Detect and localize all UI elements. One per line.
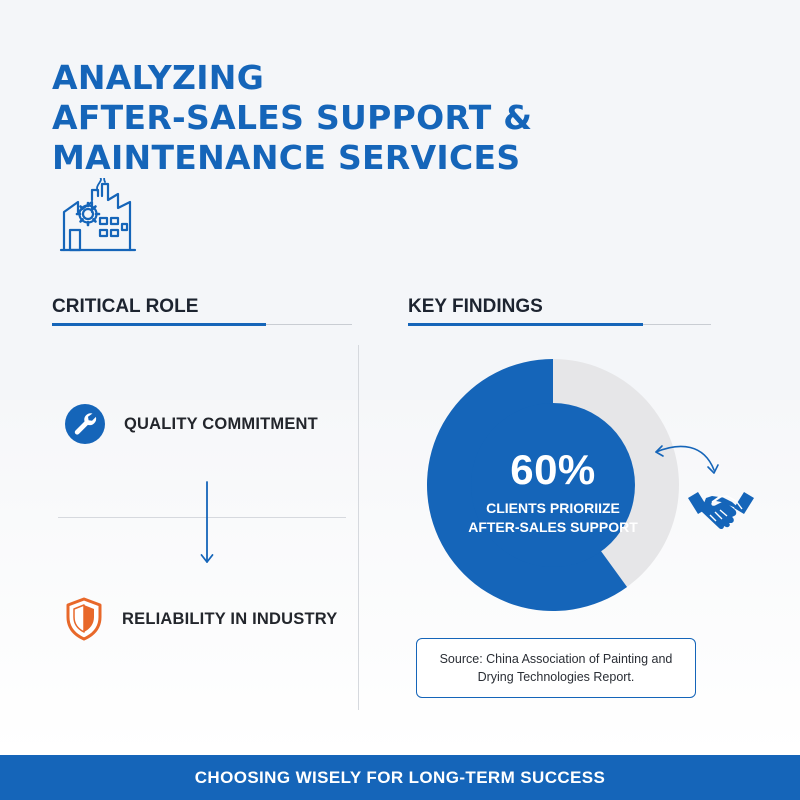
percentage-value: 60%: [510, 446, 596, 493]
source-line-1: Source: China Association of Painting an…: [439, 652, 673, 666]
factory-gear-icon: [59, 178, 137, 252]
key-findings-underline: [408, 323, 643, 326]
donut-center: [471, 403, 635, 567]
role-divider: [58, 517, 346, 518]
arrow-down-icon: [200, 481, 214, 563]
percentage-caption: CLIENTS PRIORIIZE AFTER-SALES SUPPORT: [426, 499, 680, 537]
title-line-2: AFTER-SALES SUPPORT &: [52, 98, 533, 137]
key-findings-rule: [643, 324, 711, 325]
critical-role-underline: [52, 323, 266, 326]
footer-text: CHOOSING WISELY FOR LONG-TERM SUCCESS: [194, 767, 606, 787]
role-item-reliability: RELIABILITY IN INDUSTRY: [64, 597, 337, 641]
title-line-1: ANALYZING: [52, 58, 265, 97]
role-item-label: QUALITY COMMITMENT: [124, 414, 318, 433]
column-divider: [358, 345, 359, 710]
critical-role-heading: CRITICAL ROLE: [52, 296, 199, 317]
critical-role-rule: [266, 324, 352, 325]
wrench-icon: [65, 404, 105, 444]
role-item-quality: QUALITY COMMITMENT: [64, 403, 318, 445]
shield-icon: [66, 597, 102, 641]
role-item-label: RELIABILITY IN INDUSTRY: [122, 609, 338, 628]
handshake-icon: [688, 492, 754, 530]
source-note: Source: China Association of Painting an…: [416, 638, 696, 698]
percentage-donut-chart: [427, 359, 679, 611]
curved-arrow-icon: [655, 445, 719, 474]
title-line-3: MAINTENANCE SERVICES: [52, 138, 521, 177]
caption-line-2: AFTER-SALES SUPPORT: [468, 519, 638, 535]
caption-line-1: CLIENTS PRIORIIZE: [486, 500, 620, 516]
source-line-2: Drying Technologies Report.: [477, 670, 635, 684]
footer-banner: CHOOSING WISELY FOR LONG-TERM SUCCESS: [0, 755, 800, 800]
page-title: ANALYZING AFTER-SALES SUPPORT & MAINTENA…: [52, 58, 532, 178]
key-findings-heading: KEY FINDINGS: [408, 296, 543, 317]
